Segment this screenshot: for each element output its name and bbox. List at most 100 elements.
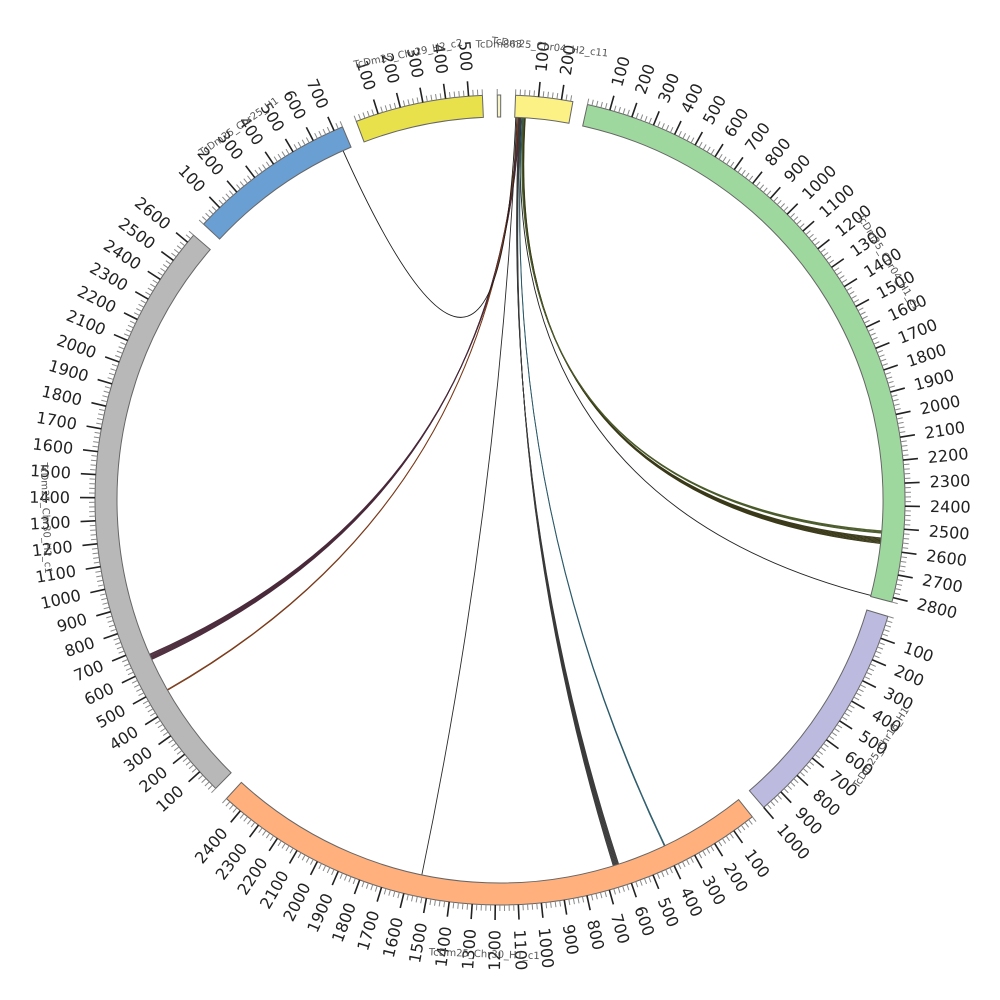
minor-tick <box>613 105 617 112</box>
tick-label: 200 <box>556 43 579 76</box>
minor-tick <box>887 380 894 384</box>
minor-tick <box>222 798 227 804</box>
minor-tick <box>297 141 302 148</box>
minor-tick <box>250 822 256 828</box>
minor-tick <box>793 216 799 222</box>
minor-tick <box>93 557 100 559</box>
minor-tick <box>99 408 106 412</box>
tick-label: 1700 <box>353 908 383 952</box>
minor-tick <box>407 99 410 106</box>
minor-tick <box>285 148 290 155</box>
minor-tick <box>207 784 213 790</box>
minor-tick <box>545 902 548 909</box>
minor-tick <box>860 684 866 689</box>
tick-label: 2100 <box>923 418 966 443</box>
minor-tick <box>787 784 793 790</box>
minor-tick <box>777 794 782 800</box>
minor-tick <box>877 349 884 354</box>
minor-tick <box>805 230 811 235</box>
minor-tick <box>572 898 575 905</box>
minor-tick <box>661 871 665 878</box>
links-layer <box>149 117 882 876</box>
minor-tick <box>138 303 145 308</box>
major-tick <box>871 659 887 667</box>
minor-tick <box>326 126 331 133</box>
chord-link <box>166 117 519 690</box>
major-tick <box>97 378 113 385</box>
minor-tick <box>425 95 428 102</box>
minor-tick <box>902 454 909 456</box>
minor-tick <box>868 667 875 672</box>
minor-tick <box>269 835 274 842</box>
minor-tick <box>669 867 673 874</box>
minor-tick <box>91 455 98 457</box>
minor-tick <box>110 628 117 632</box>
minor-tick <box>891 601 898 605</box>
minor-tick <box>698 141 703 148</box>
segment-tcdm25-chr04-h2-c11 <box>514 94 574 124</box>
minor-tick <box>98 584 105 587</box>
minor-tick <box>648 117 652 124</box>
minor-tick <box>718 153 723 160</box>
chord-link <box>519 117 665 847</box>
minor-tick <box>702 144 707 150</box>
tick-label: 200 <box>631 61 659 96</box>
major-tick <box>563 899 568 915</box>
chord-link <box>516 117 617 866</box>
minor-tick <box>773 196 779 202</box>
minor-tick <box>318 130 322 137</box>
minor-tick <box>415 896 418 903</box>
minor-tick <box>846 708 853 713</box>
minor-tick <box>864 676 871 680</box>
minor-tick <box>690 137 695 144</box>
minor-tick <box>820 248 826 253</box>
minor-tick <box>435 94 437 101</box>
major-tick <box>631 102 638 118</box>
major-tick <box>91 401 107 407</box>
minor-tick <box>686 859 690 866</box>
minor-tick <box>201 216 208 222</box>
minor-tick <box>107 377 114 380</box>
minor-tick <box>162 731 169 736</box>
minor-tick <box>111 363 118 367</box>
major-tick <box>123 312 138 321</box>
minor-tick <box>188 764 194 770</box>
tick-label: 1400 <box>432 925 456 968</box>
minor-tick <box>836 724 843 729</box>
minor-tick <box>853 299 860 303</box>
major-tick <box>113 333 129 342</box>
tick-label: 1800 <box>40 382 84 410</box>
minor-tick <box>622 885 625 892</box>
major-tick <box>158 735 172 746</box>
major-tick <box>82 449 98 453</box>
minor-tick <box>103 390 110 394</box>
segment-tcdm25-chr30-h1-c1 <box>225 781 754 906</box>
minor-tick <box>643 878 648 885</box>
minor-tick <box>729 833 734 839</box>
minor-tick <box>789 213 795 218</box>
minor-tick <box>710 148 715 155</box>
minor-tick <box>773 797 779 803</box>
minor-tick <box>443 901 446 908</box>
minor-tick <box>208 209 214 215</box>
minor-tick <box>380 106 383 113</box>
tick-label: 600 <box>631 904 659 939</box>
minor-tick <box>301 139 306 146</box>
major-tick <box>693 854 703 869</box>
minor-tick <box>301 854 306 861</box>
minor-tick <box>106 615 113 619</box>
minor-tick <box>453 91 456 98</box>
minor-tick <box>147 708 154 713</box>
minor-tick <box>123 663 130 667</box>
minor-tick <box>150 283 156 288</box>
major-tick <box>226 180 238 193</box>
minor-tick <box>599 892 603 899</box>
minor-tick <box>452 902 455 909</box>
minor-tick <box>358 113 362 120</box>
major-tick <box>517 904 520 920</box>
tick-label: 1400 <box>29 488 70 507</box>
minor-tick <box>817 750 824 755</box>
minor-tick <box>147 287 154 292</box>
minor-tick <box>100 593 107 596</box>
chord-link <box>151 117 519 660</box>
